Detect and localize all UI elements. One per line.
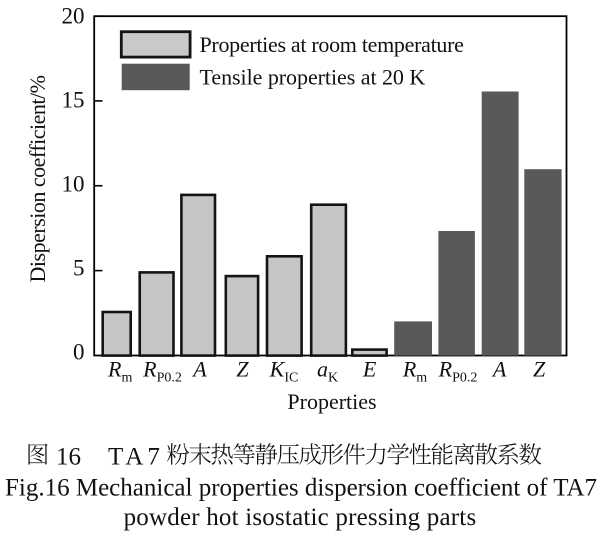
svg-text:TA7: TA7 — [108, 443, 164, 470]
svg-text:Z: Z — [533, 356, 546, 381]
svg-text:E: E — [362, 356, 377, 381]
svg-text:powder hot isostatic pressing: powder hot isostatic pressing parts — [124, 504, 477, 531]
svg-text:0: 0 — [73, 340, 85, 365]
svg-text:20: 20 — [62, 3, 85, 28]
svg-text:Fig.16 Mechanical properties d: Fig.16 Mechanical properties dispersion … — [5, 474, 597, 501]
svg-text:10: 10 — [62, 171, 85, 196]
svg-text:A: A — [191, 356, 207, 381]
svg-text:Z: Z — [236, 356, 249, 381]
svg-text:Dispersion coefficient/%: Dispersion coefficient/% — [25, 75, 50, 282]
svg-text:KIC: KIC — [269, 356, 299, 385]
svg-text:16: 16 — [56, 443, 81, 470]
svg-text:15: 15 — [62, 87, 85, 112]
svg-text:Properties: Properties — [287, 389, 376, 414]
svg-text:Properties at room temperature: Properties at room temperature — [200, 32, 464, 57]
svg-text:Tensile properties at 20 K: Tensile properties at 20 K — [200, 64, 426, 89]
svg-text:Rm: Rm — [107, 356, 132, 385]
svg-text:A: A — [491, 356, 507, 381]
svg-text:5: 5 — [73, 256, 85, 281]
